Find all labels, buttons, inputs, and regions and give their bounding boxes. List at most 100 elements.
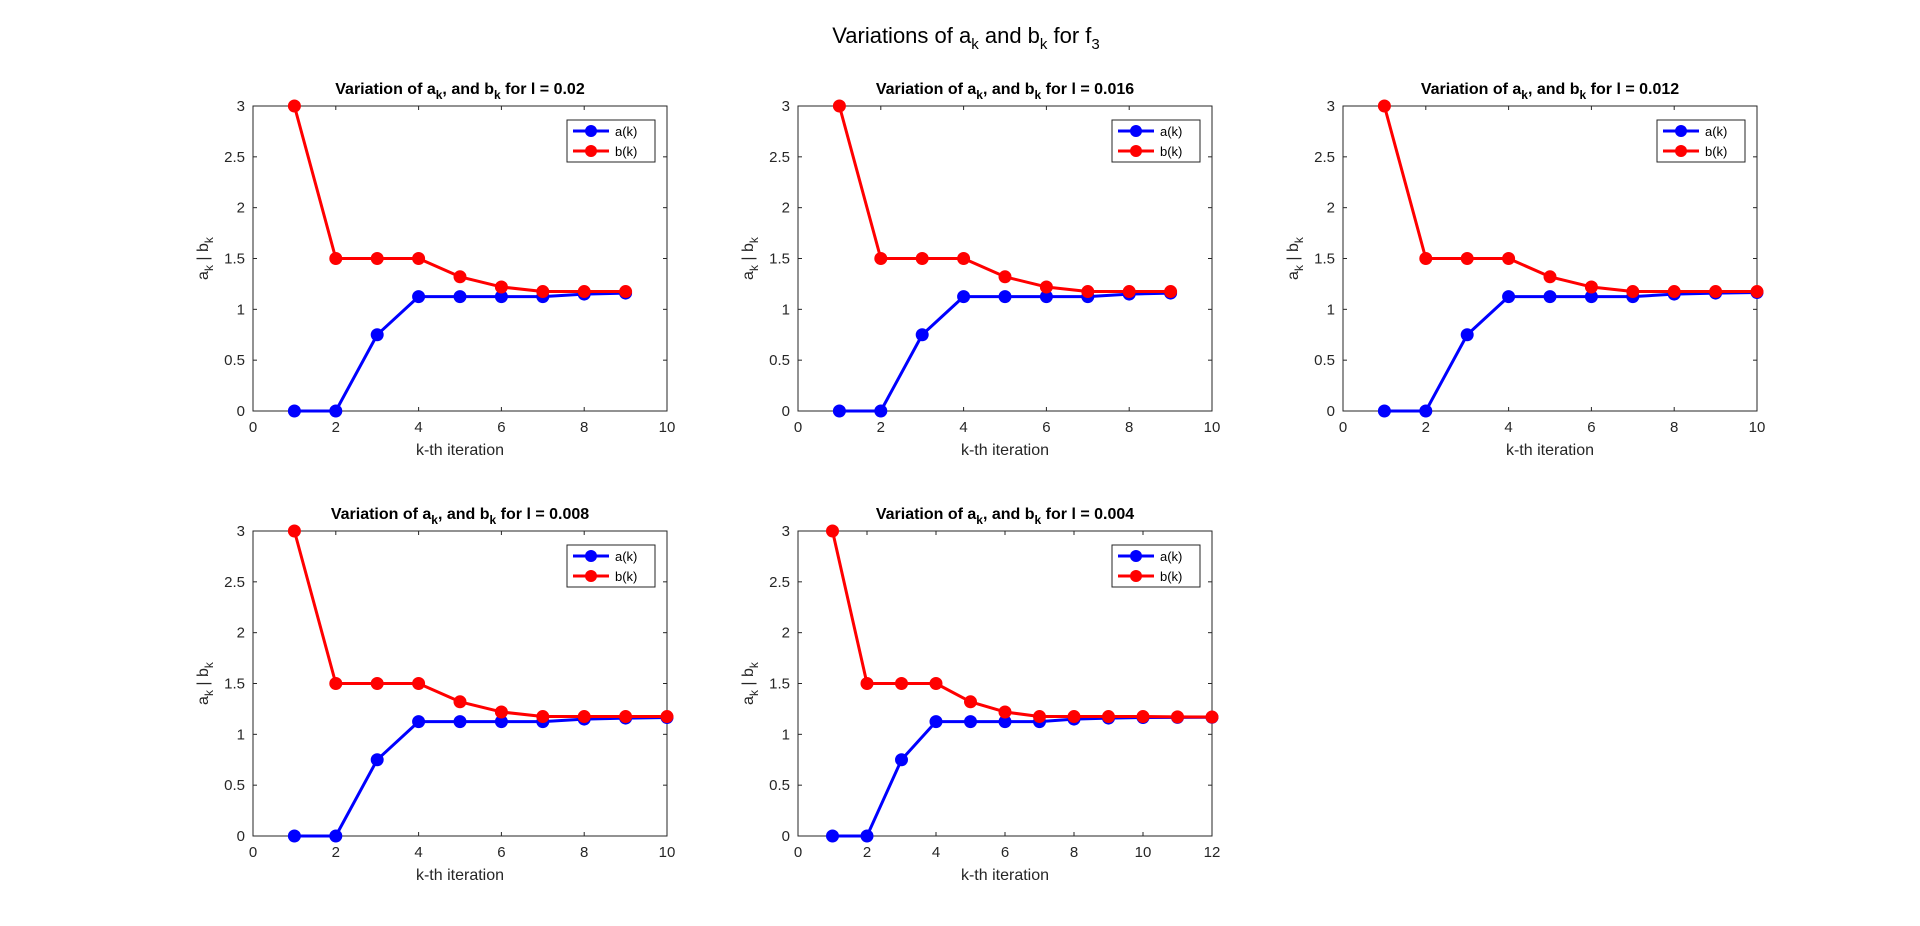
x-tick-label: 8 [1070, 844, 1078, 861]
x-tick-label: 4 [414, 419, 422, 436]
legend-label: a(k) [1160, 549, 1182, 564]
data-point [826, 829, 839, 843]
x-tick-label: 4 [932, 844, 940, 861]
legend: a(k) b(k) [1111, 544, 1201, 588]
y-tick-label: 0.5 [769, 777, 790, 794]
y-axis-label: ak | bk [195, 661, 216, 705]
y-axis-label: ak | bk [195, 236, 216, 280]
y-tick-label: 1.5 [769, 676, 790, 693]
legend-swatch-marker [1130, 145, 1142, 157]
y-tick-label: 2 [237, 200, 245, 217]
y-tick-label: 0 [237, 828, 245, 845]
y-axis-label: ak | bk [740, 661, 761, 705]
data-point [874, 404, 888, 418]
data-point [1033, 710, 1046, 724]
data-point [287, 524, 301, 538]
data-point [453, 695, 467, 709]
series-line-b(k) [1382, 105, 1757, 294]
data-point [370, 677, 384, 690]
data-point [1419, 404, 1433, 418]
data-point [1171, 710, 1184, 724]
data-point [1122, 285, 1136, 299]
y-tick-label: 3 [237, 523, 245, 540]
x-tick-label: 2 [332, 419, 340, 436]
data-point [860, 677, 874, 690]
y-tick-label: 1.5 [1314, 251, 1335, 268]
data-point [1502, 252, 1516, 265]
data-point [1136, 710, 1150, 724]
x-tick-label: 10 [1135, 844, 1152, 861]
x-tick-label: 8 [580, 844, 588, 861]
data-point [1419, 252, 1433, 265]
data-point [1081, 285, 1095, 299]
data-point [329, 404, 343, 418]
legend-swatch-marker [585, 550, 597, 562]
legend-swatch-marker [1130, 550, 1142, 562]
data-point [577, 710, 591, 724]
x-axis-label: k-th iteration [416, 442, 504, 459]
data-point [964, 715, 977, 729]
legend-label: b(k) [1160, 144, 1182, 159]
legend-swatch-marker [585, 145, 597, 157]
x-tick-label: 6 [497, 844, 505, 861]
data-point [1460, 328, 1474, 342]
legend-swatch-marker [1130, 125, 1142, 137]
y-tick-label: 1 [237, 726, 245, 743]
data-point [370, 328, 384, 342]
subplot-title: Variation of ak, and bk for l = 0.02 [335, 81, 585, 102]
figure-title: Variations of ak and bk for f3 [832, 23, 1100, 53]
y-tick-label: 2.5 [769, 574, 790, 591]
y-axis-label: ak | bk [1285, 236, 1306, 280]
y-tick-label: 0 [782, 403, 790, 420]
data-point [536, 285, 550, 299]
x-tick-label: 6 [1042, 419, 1050, 436]
y-tick-label: 0.5 [769, 352, 790, 369]
data-point [494, 280, 508, 294]
x-tick-label: 2 [1422, 419, 1430, 436]
data-point [1164, 285, 1178, 299]
data-point [826, 524, 839, 538]
y-tick-label: 1 [1327, 301, 1335, 318]
legend: a(k) b(k) [566, 119, 656, 163]
data-point [1377, 99, 1391, 113]
y-tick-label: 0 [782, 828, 790, 845]
x-tick-label: 2 [332, 844, 340, 861]
data-point [1709, 285, 1723, 299]
data-point [998, 290, 1012, 304]
x-tick-label: 4 [414, 844, 422, 861]
x-tick-label: 0 [794, 419, 802, 436]
legend-swatch-marker [585, 125, 597, 137]
x-axis-label: k-th iteration [1506, 442, 1594, 459]
legend-label: a(k) [1160, 124, 1182, 139]
y-tick-label: 0.5 [224, 777, 245, 794]
x-tick-label: 8 [1125, 419, 1133, 436]
legend: a(k) b(k) [1656, 119, 1746, 163]
y-tick-label: 1 [782, 301, 790, 318]
x-tick-label: 8 [1670, 419, 1678, 436]
y-tick-label: 0 [237, 403, 245, 420]
subplot-5: 0 2 4 6 8 10 12 0 0.5 1 1.5 2 2.5 3 Variation of ak, a… [740, 506, 1220, 884]
x-tick-label: 0 [1339, 419, 1347, 436]
legend-label: b(k) [615, 144, 637, 159]
data-point [412, 715, 426, 729]
data-point [1543, 290, 1557, 304]
subplot-title: Variation of ak, and bk for l = 0.008 [331, 506, 589, 527]
data-point [619, 710, 633, 724]
data-point [412, 677, 426, 690]
x-tick-label: 6 [1587, 419, 1595, 436]
y-tick-label: 1.5 [769, 251, 790, 268]
data-point [1039, 280, 1053, 294]
legend-swatch-marker [585, 570, 597, 582]
data-point [1750, 285, 1764, 299]
series-line-a(k) [294, 716, 668, 838]
legend-box [1111, 119, 1201, 163]
data-point [998, 270, 1012, 284]
subplot-title: Variation of ak, and bk for l = 0.016 [876, 81, 1134, 102]
data-point [1460, 252, 1474, 265]
x-tick-label: 0 [249, 419, 257, 436]
data-point [957, 252, 971, 265]
data-point [412, 252, 426, 265]
x-tick-label: 10 [659, 419, 676, 436]
y-tick-label: 2.5 [769, 149, 790, 166]
legend-box [566, 119, 656, 163]
